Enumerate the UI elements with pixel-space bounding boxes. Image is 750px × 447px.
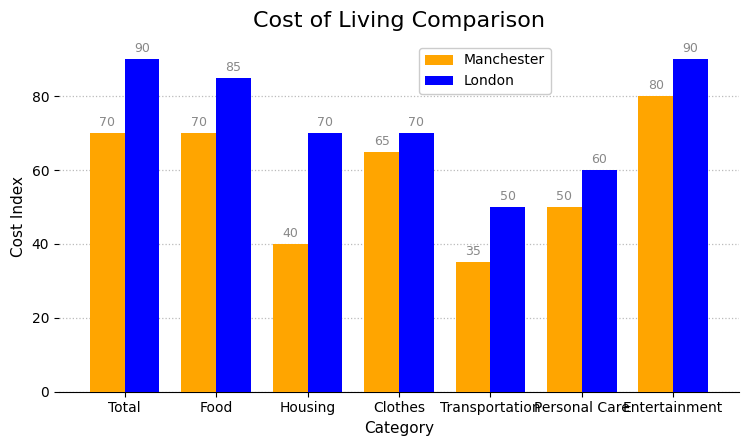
Bar xyxy=(674,59,708,392)
Bar xyxy=(547,207,582,392)
Bar xyxy=(582,170,616,392)
Text: 70: 70 xyxy=(99,116,116,129)
Text: 50: 50 xyxy=(500,190,516,203)
Text: 70: 70 xyxy=(408,116,424,129)
Y-axis label: Cost Index: Cost Index xyxy=(11,176,26,257)
Text: 90: 90 xyxy=(682,42,698,55)
Text: 85: 85 xyxy=(226,61,242,74)
Bar xyxy=(456,262,490,392)
Legend: Manchester, London: Manchester, London xyxy=(419,48,550,94)
Bar xyxy=(216,78,250,392)
Text: 70: 70 xyxy=(317,116,333,129)
Text: 50: 50 xyxy=(556,190,572,203)
Bar xyxy=(90,133,124,392)
Text: 65: 65 xyxy=(374,135,389,148)
Bar xyxy=(124,59,160,392)
X-axis label: Category: Category xyxy=(364,421,434,436)
Bar xyxy=(364,152,399,392)
Bar xyxy=(182,133,216,392)
Text: 60: 60 xyxy=(591,153,607,166)
Bar xyxy=(399,133,433,392)
Bar xyxy=(490,207,525,392)
Text: 40: 40 xyxy=(282,227,298,240)
Title: Cost of Living Comparison: Cost of Living Comparison xyxy=(253,11,545,31)
Text: 70: 70 xyxy=(190,116,207,129)
Bar xyxy=(308,133,342,392)
Bar xyxy=(273,244,308,392)
Bar xyxy=(638,97,674,392)
Text: 80: 80 xyxy=(648,79,664,92)
Text: 35: 35 xyxy=(465,245,481,258)
Text: 90: 90 xyxy=(134,42,150,55)
